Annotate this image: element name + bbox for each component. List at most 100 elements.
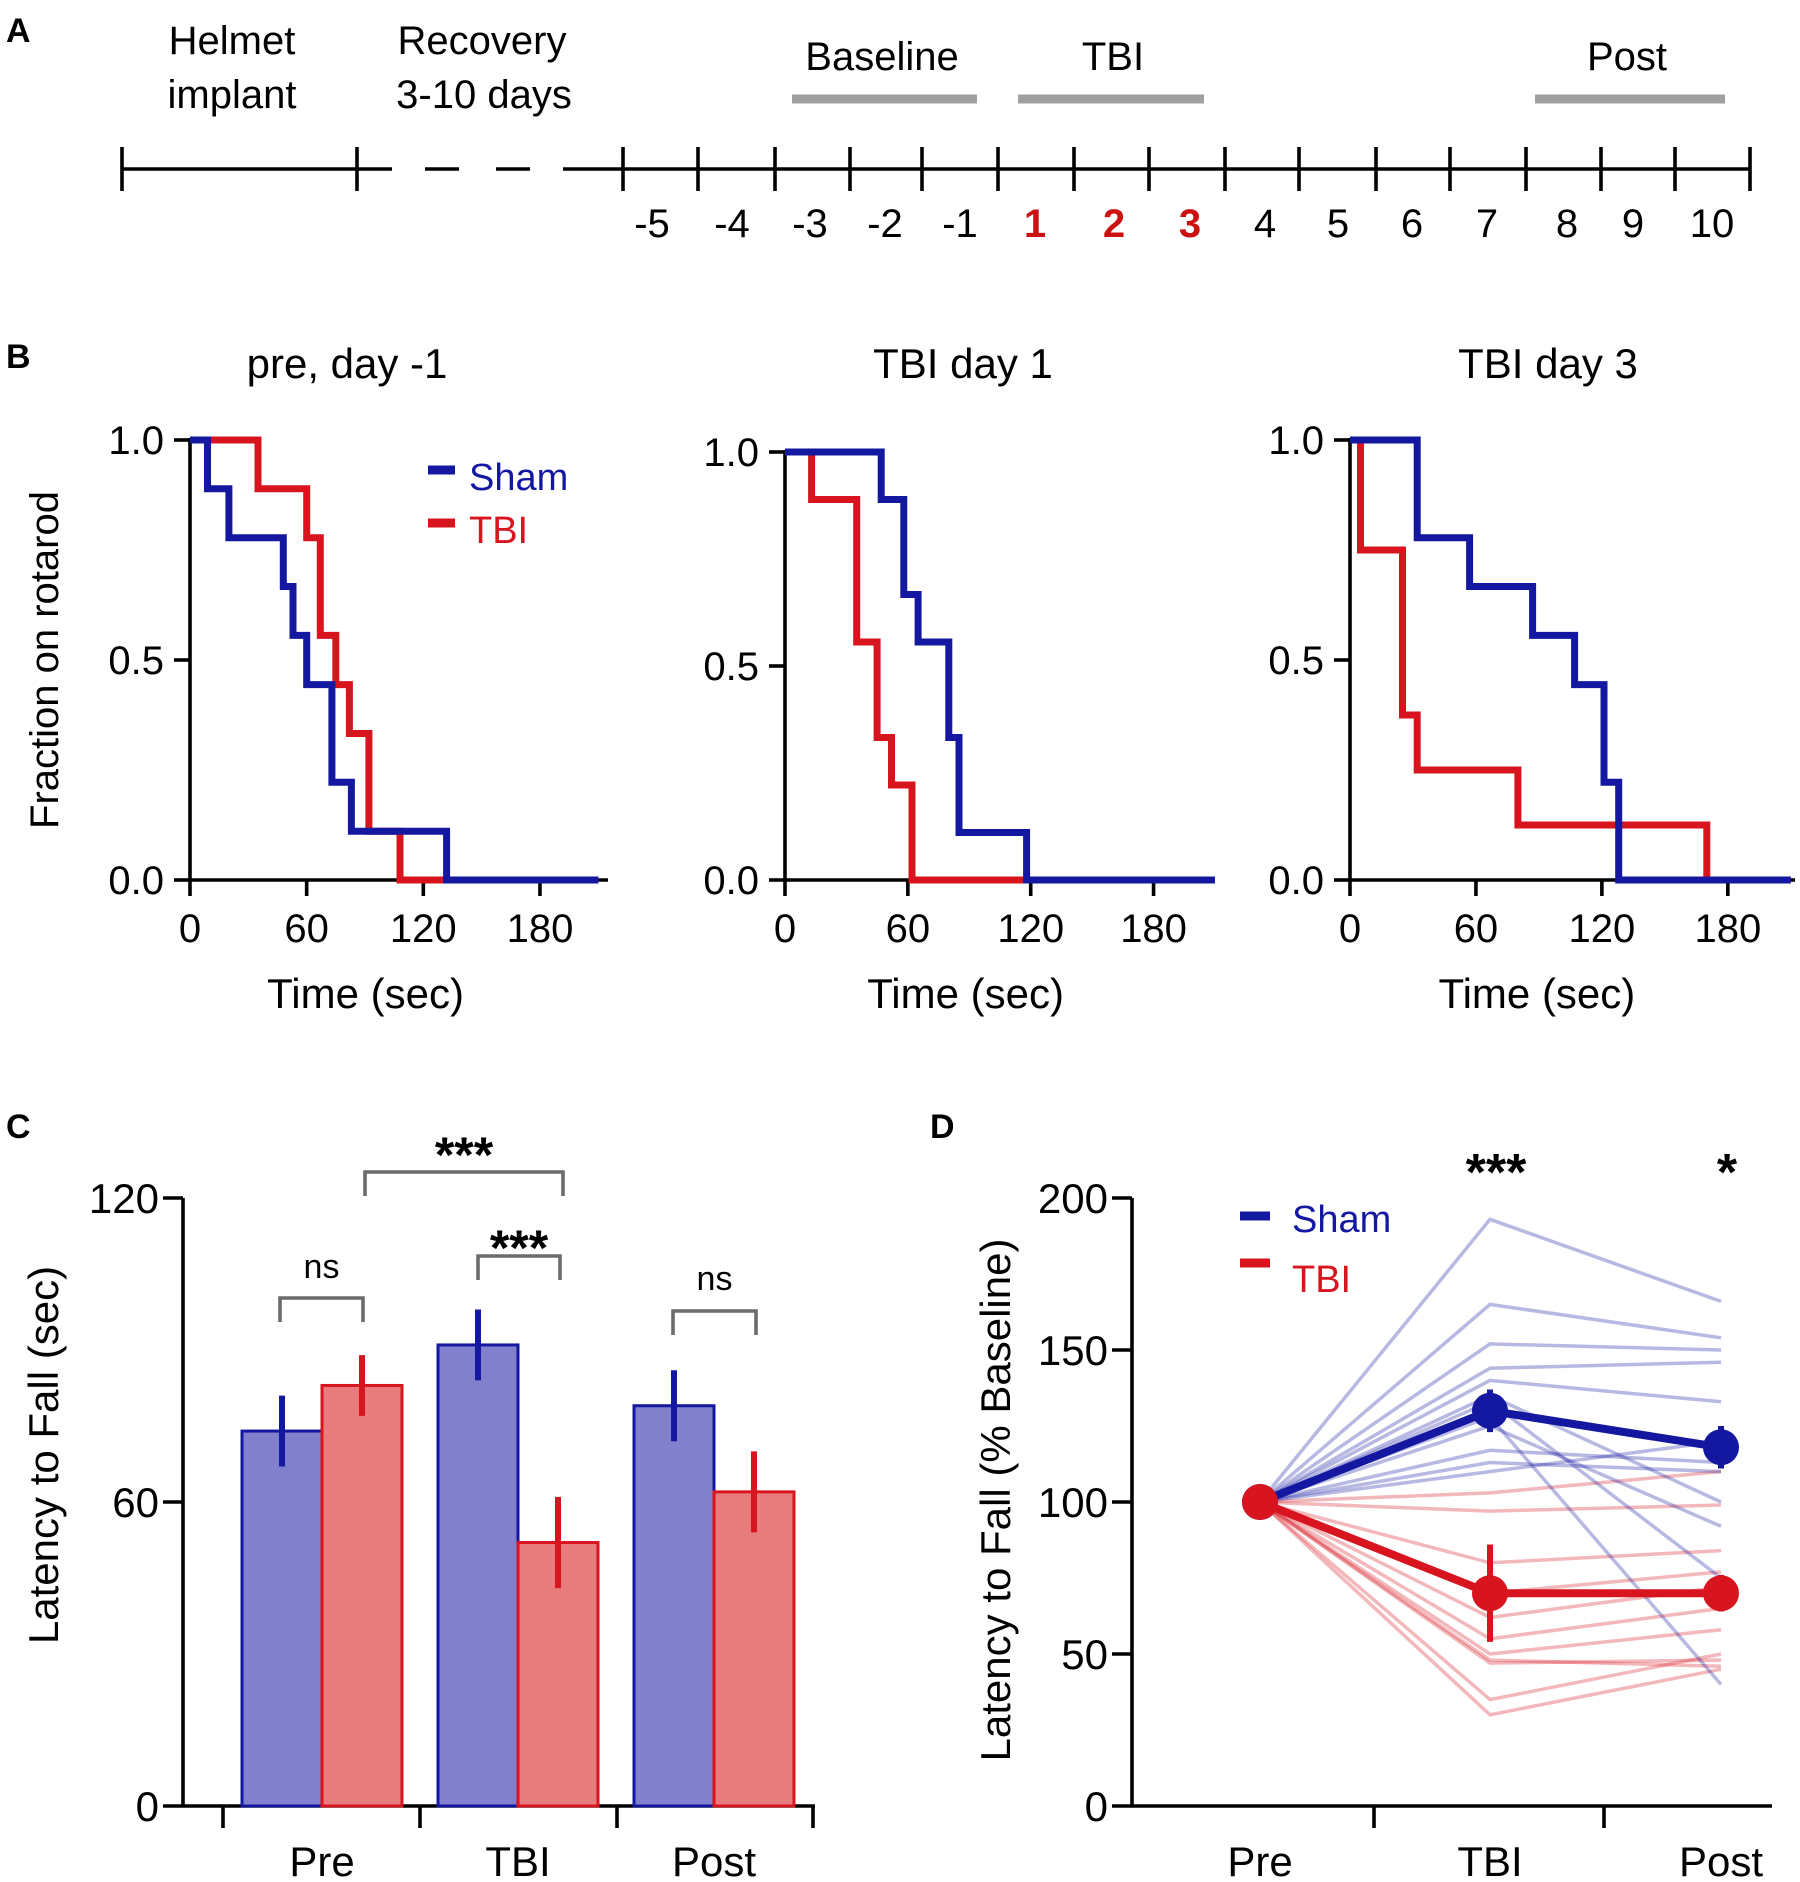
tbi-individual-line — [1258, 1500, 1722, 1717]
significance-label: *** — [490, 1220, 549, 1276]
x-tick-label: 180 — [507, 907, 574, 951]
panel-c-plot: 0 60 120 Pre TBI Post ns *** *** ns — [89, 1127, 815, 1882]
x-tick-label: 60 — [886, 907, 931, 951]
panel-b-ylabel: Fraction on rotarod — [23, 491, 67, 829]
sham-bar — [436, 1343, 520, 1808]
subplot-pre-day-minus1: pre, day -1 0.0 0.5 1.0 0 60 120 180 Time (sec) — [108, 340, 608, 1017]
panel-d-line-chart: D Latency to Fall (% Baseline) 0 50 100 150… — [930, 1108, 1772, 1882]
tbi-survival-curve — [1350, 436, 1791, 884]
timeline-day-label: 6 — [1401, 202, 1423, 246]
helmet-label-line1: Helmet — [169, 19, 296, 63]
sham-bar — [632, 1404, 716, 1808]
legend-sham-label: Sham — [469, 457, 568, 499]
y-tick-label: 1.0 — [703, 431, 759, 475]
sham-individual-line — [1259, 1460, 1722, 1504]
x-tick-label: Pre — [289, 1838, 354, 1882]
x-tick-label: TBI — [1457, 1838, 1522, 1882]
tbi-phase-label: TBI — [1082, 35, 1144, 79]
y-tick-label: 0 — [136, 1783, 159, 1830]
timeline-day-label: 5 — [1327, 202, 1349, 246]
legend-tbi-label: TBI — [1292, 1259, 1351, 1301]
sham-mean-point — [1472, 1392, 1508, 1429]
panel-c-bar-chart: C Latency to Fall (sec) 0 60 120 Pre TBI Post… — [6, 1108, 815, 1882]
x-tick-label: 120 — [390, 907, 457, 951]
tbi-mean-point — [1703, 1575, 1739, 1612]
x-axis-label: Time (sec) — [267, 970, 464, 1017]
x-tick-label: TBI — [485, 1838, 550, 1882]
x-tick-label: 180 — [1694, 907, 1761, 951]
sham-individual-line — [1259, 1439, 1722, 1504]
x-tick-label: Pre — [1227, 1838, 1292, 1882]
y-tick-label: 0.5 — [108, 639, 164, 683]
y-tick-label: 200 — [1038, 1175, 1108, 1222]
timeline-day-label: 8 — [1556, 202, 1578, 246]
subplot-tbi-day1: TBI day 1 0.0 0.5 1.0 0 60 120 180 Time (sec) — [703, 340, 1215, 1017]
sham-survival-curve — [1350, 436, 1791, 884]
panel-d-legend: Sham TBI — [1240, 1199, 1391, 1301]
timeline-day-label: -3 — [792, 202, 828, 246]
sham-survival-curve — [190, 436, 599, 884]
timeline-day-labels: -5 -4 -3 -2 -1 1 2 3 4 5 6 7 8 9 10 — [634, 202, 1734, 246]
y-tick-label: 60 — [112, 1479, 159, 1526]
sham-individual-line — [1259, 1360, 1722, 1504]
timeline-day-label: -2 — [867, 202, 903, 246]
y-tick-label: 0.5 — [703, 645, 759, 689]
y-tick-label: 50 — [1061, 1631, 1108, 1678]
timeline-day-label: -4 — [714, 202, 750, 246]
x-tick-label: 0 — [179, 907, 201, 951]
sham-individual-line — [1258, 1302, 1722, 1504]
panel-c-letter: C — [6, 1108, 31, 1146]
post-phase-label: Post — [1587, 35, 1667, 79]
y-tick-label: 120 — [89, 1175, 159, 1222]
subplot-title: TBI day 3 — [1458, 340, 1638, 387]
tbi-individual-line — [1259, 1500, 1722, 1513]
helmet-label-line2: implant — [168, 73, 297, 117]
recovery-label-line2: 3-10 days — [396, 73, 572, 117]
y-tick-label: 0.0 — [108, 859, 164, 903]
y-tick-label: 150 — [1038, 1327, 1108, 1374]
panel-c-ylabel: Latency to Fall (sec) — [20, 1266, 67, 1644]
x-axis-label: Time (sec) — [1439, 970, 1636, 1017]
y-tick-label: 0.0 — [1268, 859, 1324, 903]
sham-survival-curve — [785, 448, 1215, 884]
y-tick-label: 0.5 — [1268, 639, 1324, 683]
timeline-day-label: 10 — [1690, 202, 1735, 246]
x-tick-label: 120 — [1569, 907, 1636, 951]
subplot-title: pre, day -1 — [247, 340, 448, 387]
tbi-bar — [320, 1383, 404, 1808]
baseline-phase-label: Baseline — [805, 35, 958, 79]
x-tick-label: 60 — [284, 907, 329, 951]
significance-bracket — [671, 1309, 758, 1335]
panel-b-letter: B — [6, 338, 31, 376]
tbi-survival-curve — [190, 436, 599, 884]
y-tick-label: 100 — [1038, 1479, 1108, 1526]
significance-bracket — [363, 1170, 565, 1196]
sham-bar — [240, 1429, 324, 1808]
x-tick-label: Post — [1679, 1838, 1763, 1882]
tbi-individual-line — [1259, 1500, 1722, 1656]
sham-individual-line — [1259, 1378, 1722, 1504]
significance-label: ns — [304, 1248, 340, 1286]
recovery-label-line1: Recovery — [398, 19, 567, 63]
significance-label: *** — [435, 1127, 494, 1183]
tbi-individual-line — [1258, 1500, 1722, 1702]
subplot-tbi-day3: TBI day 3 0.0 0.5 1.0 0 60 120 180 Time (sec) — [1268, 340, 1795, 1017]
timeline-day-label: -1 — [942, 202, 978, 246]
tbi-survival-curve — [785, 448, 1215, 884]
x-tick-label: 180 — [1120, 907, 1187, 951]
x-axis-label: Time (sec) — [867, 970, 1064, 1017]
timeline-day-label: -5 — [634, 202, 670, 246]
y-tick-label: 1.0 — [1268, 419, 1324, 463]
tbi-bar — [712, 1490, 796, 1808]
panel-b-survival: B Fraction on rotarod pre, day -1 0.0 0.5 1… — [6, 338, 1795, 1017]
subplot-title: TBI day 1 — [873, 340, 1053, 387]
timeline-ticks — [621, 147, 1752, 191]
x-tick-label: Post — [672, 1838, 756, 1882]
tbi-individual-line — [1259, 1500, 1722, 1668]
tbi-mean-point — [1472, 1575, 1508, 1612]
x-tick-label: 120 — [997, 907, 1064, 951]
tbi-individual-line — [1258, 1500, 1722, 1665]
x-tick-label: 0 — [1339, 907, 1361, 951]
